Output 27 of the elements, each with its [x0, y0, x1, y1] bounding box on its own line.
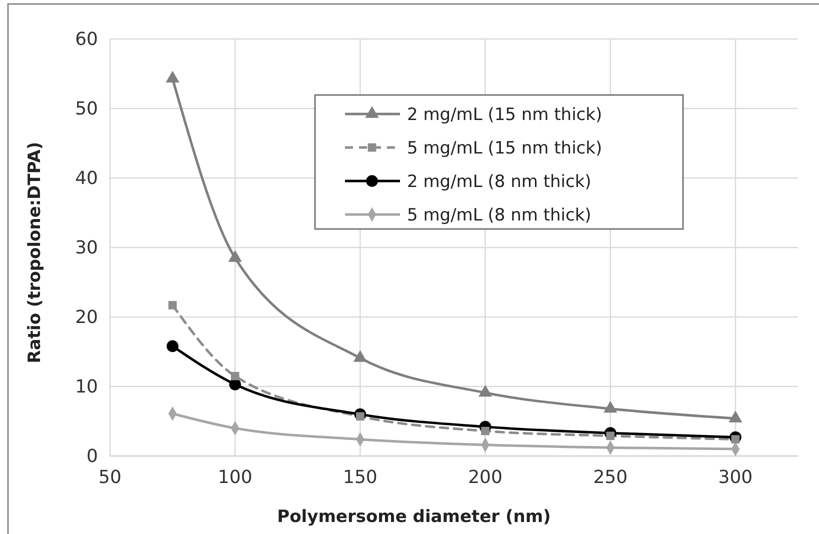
x-tick-label: 100: [218, 466, 252, 488]
y-axis-title: Ratio (tropolone:DTPA): [25, 142, 45, 364]
x-tick-label: 150: [343, 466, 378, 488]
point: [166, 340, 178, 352]
y-tick-label: 0: [86, 446, 98, 467]
point: [166, 70, 180, 83]
x-tick-label: 300: [718, 466, 753, 488]
y-tick-label: 50: [75, 98, 98, 120]
point: [731, 435, 740, 444]
x-tick-label: 250: [593, 466, 628, 488]
legend-label: 2 mg/mL (15 nm thick): [407, 105, 602, 125]
point: [606, 432, 615, 440]
y-tick-label: 60: [75, 28, 98, 50]
y-tick-label: 30: [75, 237, 98, 258]
x-tick-label: 50: [98, 466, 122, 488]
x-tick-label: 200: [468, 466, 502, 488]
y-tick-label: 20: [75, 306, 98, 328]
point: [481, 426, 490, 436]
x-axis-title: Polymersome diameter (nm): [277, 507, 551, 527]
point: [228, 250, 242, 262]
point: [230, 372, 240, 380]
y-tick-label: 40: [75, 168, 98, 189]
point: [168, 301, 177, 310]
legend-label: 2 mg/mL (8 nm thick): [407, 172, 592, 192]
legend-label: 5 mg/mL (15 nm thick): [407, 138, 602, 158]
y-tick-label: 10: [75, 376, 98, 398]
legend-label: 5 mg/mL (8 nm thick): [407, 206, 592, 226]
